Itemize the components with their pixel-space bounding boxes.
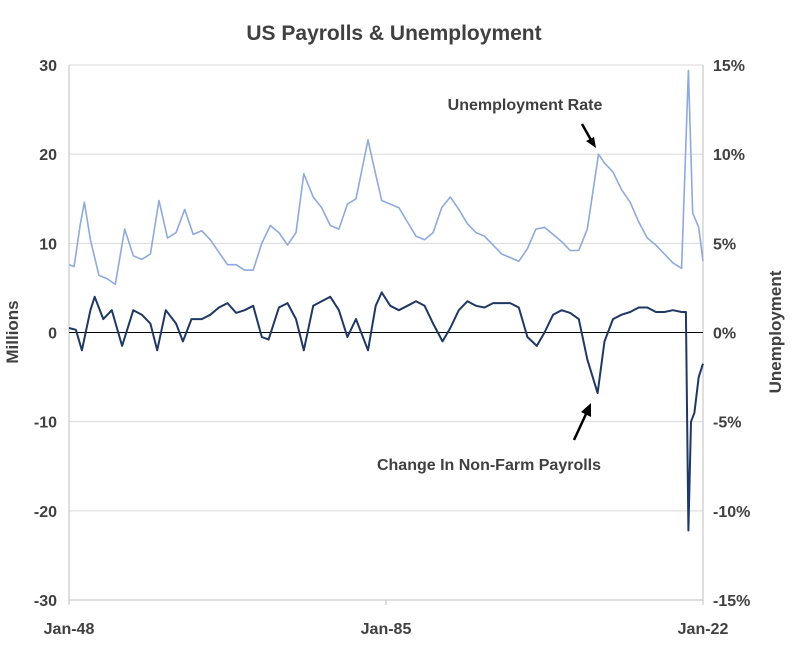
y-right-tick-label: 10% bbox=[713, 147, 745, 164]
y-right-tick-label: 15% bbox=[713, 58, 745, 75]
y-right-tick-label: -5% bbox=[713, 415, 741, 432]
x-tick-label: Jan-22 bbox=[678, 621, 729, 638]
annotation-payrolls-arrow bbox=[572, 403, 591, 441]
annotation-payrolls: Change In Non-Farm Payrolls bbox=[377, 457, 601, 474]
y-axis-right-ticks: 15% 10% 5% 0% -5% -10% -15% bbox=[713, 58, 750, 610]
y-right-tick-label: -10% bbox=[713, 504, 750, 521]
annotation-unemployment-rate: Unemployment Rate bbox=[448, 97, 603, 114]
y-axis-left-label: Millions bbox=[3, 300, 22, 363]
annotation-unemployment-arrow bbox=[580, 123, 596, 148]
y-left-tick-label: 10 bbox=[39, 236, 57, 253]
y-axis-left-ticks: 30 20 10 0 -10 -20 -30 bbox=[34, 58, 57, 610]
x-tick-label: Jan-85 bbox=[361, 621, 412, 638]
y-left-tick-label: 20 bbox=[39, 147, 57, 164]
x-tick-label: Jan-48 bbox=[44, 621, 95, 638]
y-left-tick-label: -20 bbox=[34, 504, 57, 521]
y-left-tick-label: 30 bbox=[39, 58, 57, 75]
y-axis-right-label: Unemployment bbox=[766, 270, 785, 393]
y-right-tick-label: 0% bbox=[713, 326, 736, 343]
axes bbox=[68, 65, 704, 605]
series-layer bbox=[68, 69, 704, 532]
y-right-tick-label: 5% bbox=[713, 236, 736, 253]
y-left-tick-label: -30 bbox=[34, 593, 57, 610]
y-left-tick-label: -10 bbox=[34, 415, 57, 432]
y-right-tick-label: -15% bbox=[713, 593, 750, 610]
x-axis-ticks: Jan-48 Jan-85 Jan-22 bbox=[44, 621, 729, 638]
y-left-tick-label: 0 bbox=[48, 326, 57, 343]
unemployment-rate-line bbox=[68, 69, 704, 286]
chart-title: US Payrolls & Unemployment bbox=[246, 22, 541, 45]
nonfarm-payrolls-line bbox=[68, 291, 704, 532]
